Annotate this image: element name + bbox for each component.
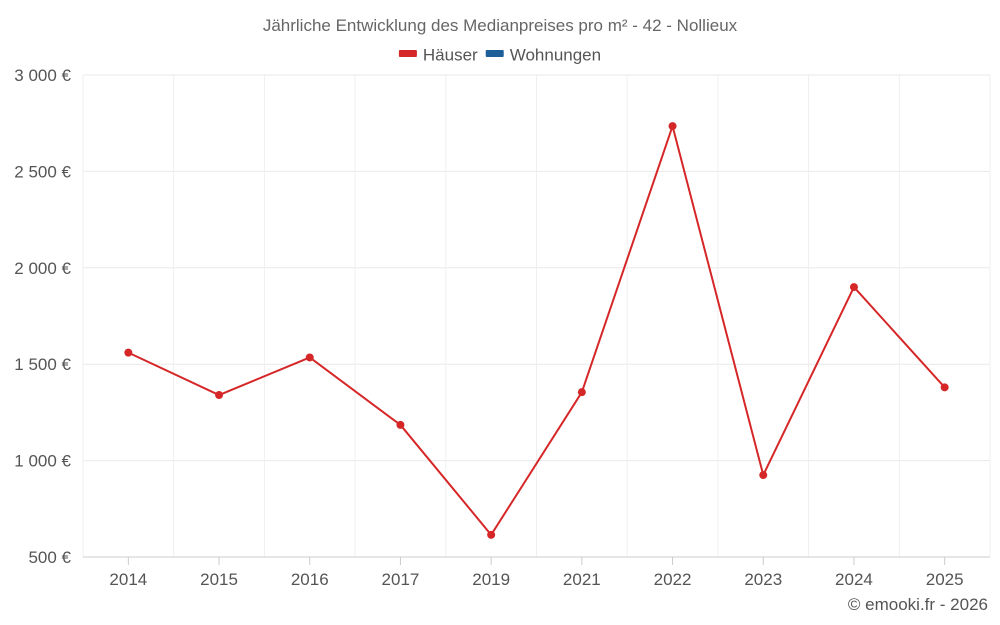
x-tick-label: 2024 (835, 570, 873, 589)
x-tick-label: 2015 (200, 570, 238, 589)
grid (82, 74, 991, 558)
credit-text: © emooki.fr - 2026 (848, 595, 988, 614)
data-point[interactable] (759, 471, 768, 480)
x-tick-label: 2017 (382, 570, 420, 589)
x-tick-label: 2025 (926, 570, 964, 589)
legend: Häuser Wohnungen (398, 45, 601, 64)
series-line-0 (127, 125, 946, 536)
legend-swatch (398, 50, 417, 57)
data-point[interactable] (668, 122, 677, 131)
x-tick-label: 2022 (654, 570, 692, 589)
data-point[interactable] (215, 391, 224, 400)
data-point[interactable] (305, 353, 314, 362)
data-point[interactable] (577, 388, 586, 397)
y-axis: 500 € 1 000 € 1 500 € 2 000 € 2 500 € 3 000 € (14, 66, 71, 567)
y-tick-label: 500 € (28, 548, 71, 567)
x-tick-label: 2023 (744, 570, 782, 589)
y-tick-label: 1 500 € (14, 355, 71, 374)
chart-title: Jährliche Entwicklung des Medianpreises … (263, 16, 738, 35)
y-tick-label: 3 000 € (14, 66, 71, 85)
data-point[interactable] (487, 530, 496, 539)
data-point[interactable] (396, 420, 405, 429)
legend-item[interactable]: Häuser (398, 45, 478, 64)
series-layer (124, 122, 949, 539)
data-point[interactable] (849, 283, 858, 292)
x-tick-label: 2016 (291, 570, 329, 589)
x-tick-label: 2019 (472, 570, 510, 589)
legend-label: Häuser (423, 45, 478, 64)
x-axis: 2014 2015 2016 2017 2019 2021 2022 2023 2024 2025 (109, 557, 964, 589)
legend-swatch (485, 50, 504, 57)
legend-item[interactable]: Wohnungen (485, 45, 601, 64)
data-point[interactable] (124, 348, 133, 357)
data-point[interactable] (940, 383, 949, 392)
y-tick-label: 2 000 € (14, 259, 71, 278)
x-tick-label: 2021 (563, 570, 601, 589)
y-tick-label: 1 000 € (14, 452, 71, 471)
x-tick-label: 2014 (109, 570, 147, 589)
legend-label: Wohnungen (510, 45, 601, 64)
y-tick-label: 2 500 € (14, 162, 71, 181)
